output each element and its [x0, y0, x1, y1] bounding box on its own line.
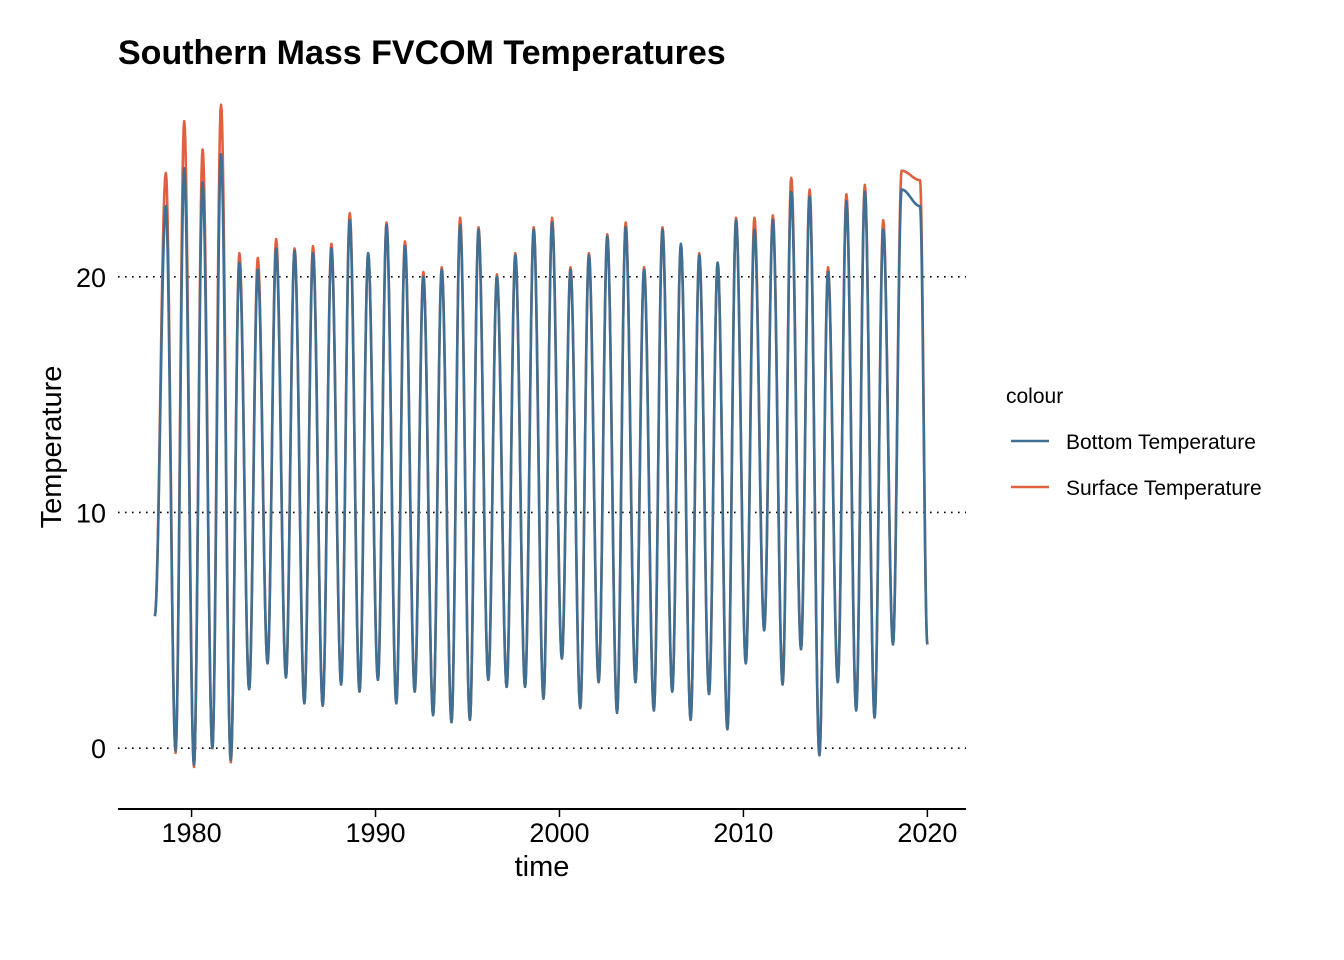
x-tick-label-2020: 2020: [897, 818, 957, 848]
x-ticks: 1980 1990 2000 2010 2020: [162, 809, 957, 848]
legend-label-surface: Surface Temperature: [1066, 477, 1262, 500]
x-tick-label-1980: 1980: [162, 818, 222, 848]
y-tick-label-0: 0: [91, 734, 106, 764]
legend-title: colour: [1006, 385, 1063, 408]
legend: colour Bottom Temperature Surface Temper…: [1006, 385, 1262, 500]
chart-title: Southern Mass FVCOM Temperatures: [118, 34, 726, 72]
legend-label-bottom: Bottom Temperature: [1066, 431, 1256, 454]
x-tick-label-2010: 2010: [713, 818, 773, 848]
series-line-bottom-temperature: [153, 152, 929, 766]
x-axis-label: time: [515, 851, 570, 883]
y-tick-label-20: 20: [76, 263, 106, 293]
x-tick-label-2000: 2000: [529, 818, 589, 848]
y-ticks: 0 10 20: [76, 263, 106, 764]
plot-lines: [153, 103, 929, 769]
y-axis-label: Temperature: [36, 366, 68, 529]
x-tick-label-1990: 1990: [345, 818, 405, 848]
legend-item-surface: Surface Temperature: [1011, 477, 1262, 500]
y-tick-label-10: 10: [76, 498, 106, 528]
legend-item-bottom: Bottom Temperature: [1011, 431, 1256, 454]
